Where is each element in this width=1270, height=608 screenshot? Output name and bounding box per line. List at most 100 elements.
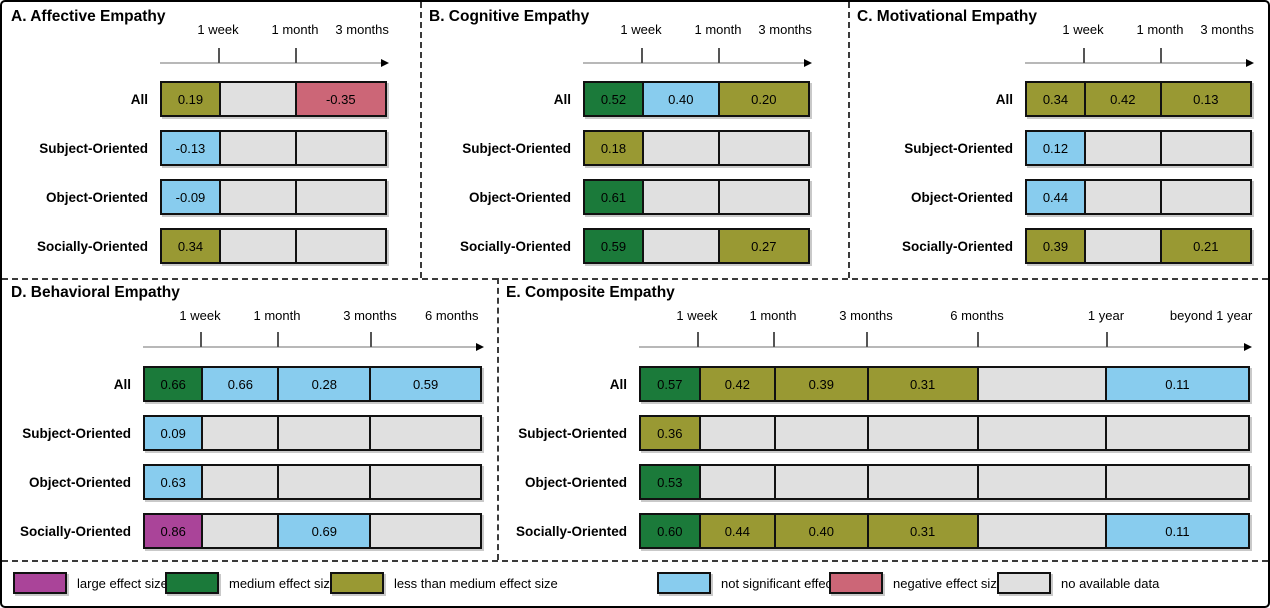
effect-cell: 0.60 bbox=[641, 515, 699, 547]
effect-cell bbox=[1159, 132, 1250, 164]
effect-cell bbox=[201, 466, 278, 498]
tick-mark bbox=[217, 48, 220, 63]
time-label: 1 month bbox=[1136, 22, 1184, 37]
timeline-line bbox=[583, 62, 810, 64]
effect-cell bbox=[717, 132, 808, 164]
tick-mark bbox=[640, 48, 643, 63]
row-label: Socially-Oriented bbox=[515, 523, 627, 539]
effect-row: 0.18 bbox=[583, 130, 810, 166]
row-label: Object-Oriented bbox=[468, 189, 571, 205]
effect-cell: -0.35 bbox=[294, 83, 385, 115]
effect-cell: 0.42 bbox=[1083, 83, 1160, 115]
arrow-right-icon bbox=[381, 59, 389, 67]
panel-title: B. Cognitive Empathy bbox=[429, 8, 590, 25]
effect-row: -0.13 bbox=[160, 130, 387, 166]
legend-swatch bbox=[657, 572, 711, 594]
effect-cell bbox=[218, 83, 295, 115]
effect-cell: 0.44 bbox=[698, 515, 775, 547]
effect-cell: 0.57 bbox=[641, 368, 699, 400]
effect-row: 0.09 bbox=[143, 415, 482, 451]
effect-cell bbox=[976, 466, 1105, 498]
effect-row: 0.36 bbox=[639, 415, 1250, 451]
effect-cell: 0.63 bbox=[145, 466, 202, 498]
effect-value: 0.86 bbox=[160, 523, 186, 539]
timeline-line bbox=[160, 62, 387, 64]
effect-value: -0.35 bbox=[325, 91, 356, 107]
effect-cell bbox=[698, 466, 775, 498]
effect-cell bbox=[369, 466, 480, 498]
effect-value: 0.40 bbox=[808, 523, 834, 539]
effect-value: 0.11 bbox=[1165, 523, 1190, 539]
legend-swatch bbox=[997, 572, 1051, 594]
timeline-axis: 1 week 1 month 3 months bbox=[583, 2, 812, 67]
effect-cell bbox=[369, 515, 480, 547]
tick-mark bbox=[1105, 332, 1108, 347]
effect-cell bbox=[1104, 417, 1248, 449]
effect-cell: 0.42 bbox=[698, 368, 775, 400]
legend-label: medium effect size bbox=[229, 575, 338, 591]
effect-value: 0.40 bbox=[668, 91, 694, 107]
effect-row: 0.86 0.69 bbox=[143, 513, 482, 549]
legend-divider bbox=[2, 560, 1268, 562]
time-label: 1 week bbox=[676, 308, 718, 323]
effect-cell: 0.44 bbox=[1027, 181, 1084, 213]
legend-swatch bbox=[829, 572, 883, 594]
arrow-right-icon bbox=[804, 59, 812, 67]
effect-value: 0.39 bbox=[808, 376, 834, 392]
effect-value: 0.59 bbox=[412, 376, 439, 392]
effect-cell: 0.69 bbox=[277, 515, 370, 547]
panel-title: D. Behavioral Empathy bbox=[11, 284, 180, 301]
row-label: Object-Oriented bbox=[45, 189, 148, 205]
effect-value: 0.31 bbox=[909, 376, 936, 392]
effect-value: 0.28 bbox=[311, 376, 337, 392]
tick-mark bbox=[369, 332, 372, 347]
time-label: 1 month bbox=[253, 308, 301, 323]
time-label: 3 months bbox=[839, 308, 893, 323]
row-label: Subject-Oriented bbox=[39, 140, 148, 156]
legend-label: not significant effect bbox=[721, 575, 836, 591]
time-label: beyond 1 year bbox=[1169, 308, 1253, 323]
effect-row: 0.12 bbox=[1025, 130, 1252, 166]
effect-cell bbox=[201, 515, 278, 547]
effect-value: 0.42 bbox=[1110, 91, 1136, 107]
effect-cell bbox=[277, 466, 370, 498]
effect-cell: 0.11 bbox=[1104, 368, 1248, 400]
tick-mark bbox=[277, 332, 279, 347]
effect-cell bbox=[294, 230, 385, 262]
effect-value: 0.09 bbox=[160, 425, 186, 441]
row-label: Socially-Oriented bbox=[901, 238, 1013, 254]
timeline-axis: 1 week 1 month 3 months 6 months bbox=[143, 278, 484, 351]
effect-cell: 0.59 bbox=[369, 368, 480, 400]
effect-cell bbox=[976, 368, 1105, 400]
effect-value: 0.31 bbox=[909, 523, 936, 539]
time-label: 6 months bbox=[425, 308, 479, 323]
effect-cell bbox=[641, 132, 718, 164]
time-label: 3 months bbox=[1200, 22, 1254, 37]
tick-mark bbox=[294, 48, 297, 63]
effect-value: 0.34 bbox=[1042, 91, 1069, 107]
effect-value: 0.69 bbox=[311, 523, 337, 539]
effect-value: 0.52 bbox=[600, 91, 627, 107]
row-label: Subject-Oriented bbox=[22, 425, 131, 441]
effect-cell bbox=[294, 132, 385, 164]
legend-label: no available data bbox=[1061, 575, 1160, 591]
row-label: All bbox=[609, 376, 627, 392]
effect-cell: 0.36 bbox=[641, 417, 699, 449]
effect-row: 0.52 0.40 0.20 bbox=[583, 81, 810, 117]
time-label: 3 months bbox=[343, 308, 397, 323]
effect-value: 0.60 bbox=[657, 523, 683, 539]
effect-cell bbox=[294, 181, 385, 213]
effect-cell bbox=[1083, 230, 1160, 262]
effect-value: 0.13 bbox=[1193, 91, 1219, 107]
effect-row: -0.09 bbox=[160, 179, 387, 215]
effect-value: 0.61 bbox=[600, 189, 627, 205]
effect-cell: 0.31 bbox=[866, 515, 977, 547]
timeline-line bbox=[639, 346, 1250, 348]
effect-cell bbox=[218, 132, 295, 164]
effect-cell bbox=[1159, 181, 1250, 213]
panel-divider bbox=[420, 2, 422, 278]
effect-row: 0.66 0.66 0.28 0.59 bbox=[143, 366, 482, 402]
effect-cell: -0.09 bbox=[162, 181, 219, 213]
panel-a: A. Affective Empathy 1 week 1 month 3 month… bbox=[2, 2, 420, 278]
effect-cell bbox=[369, 417, 480, 449]
